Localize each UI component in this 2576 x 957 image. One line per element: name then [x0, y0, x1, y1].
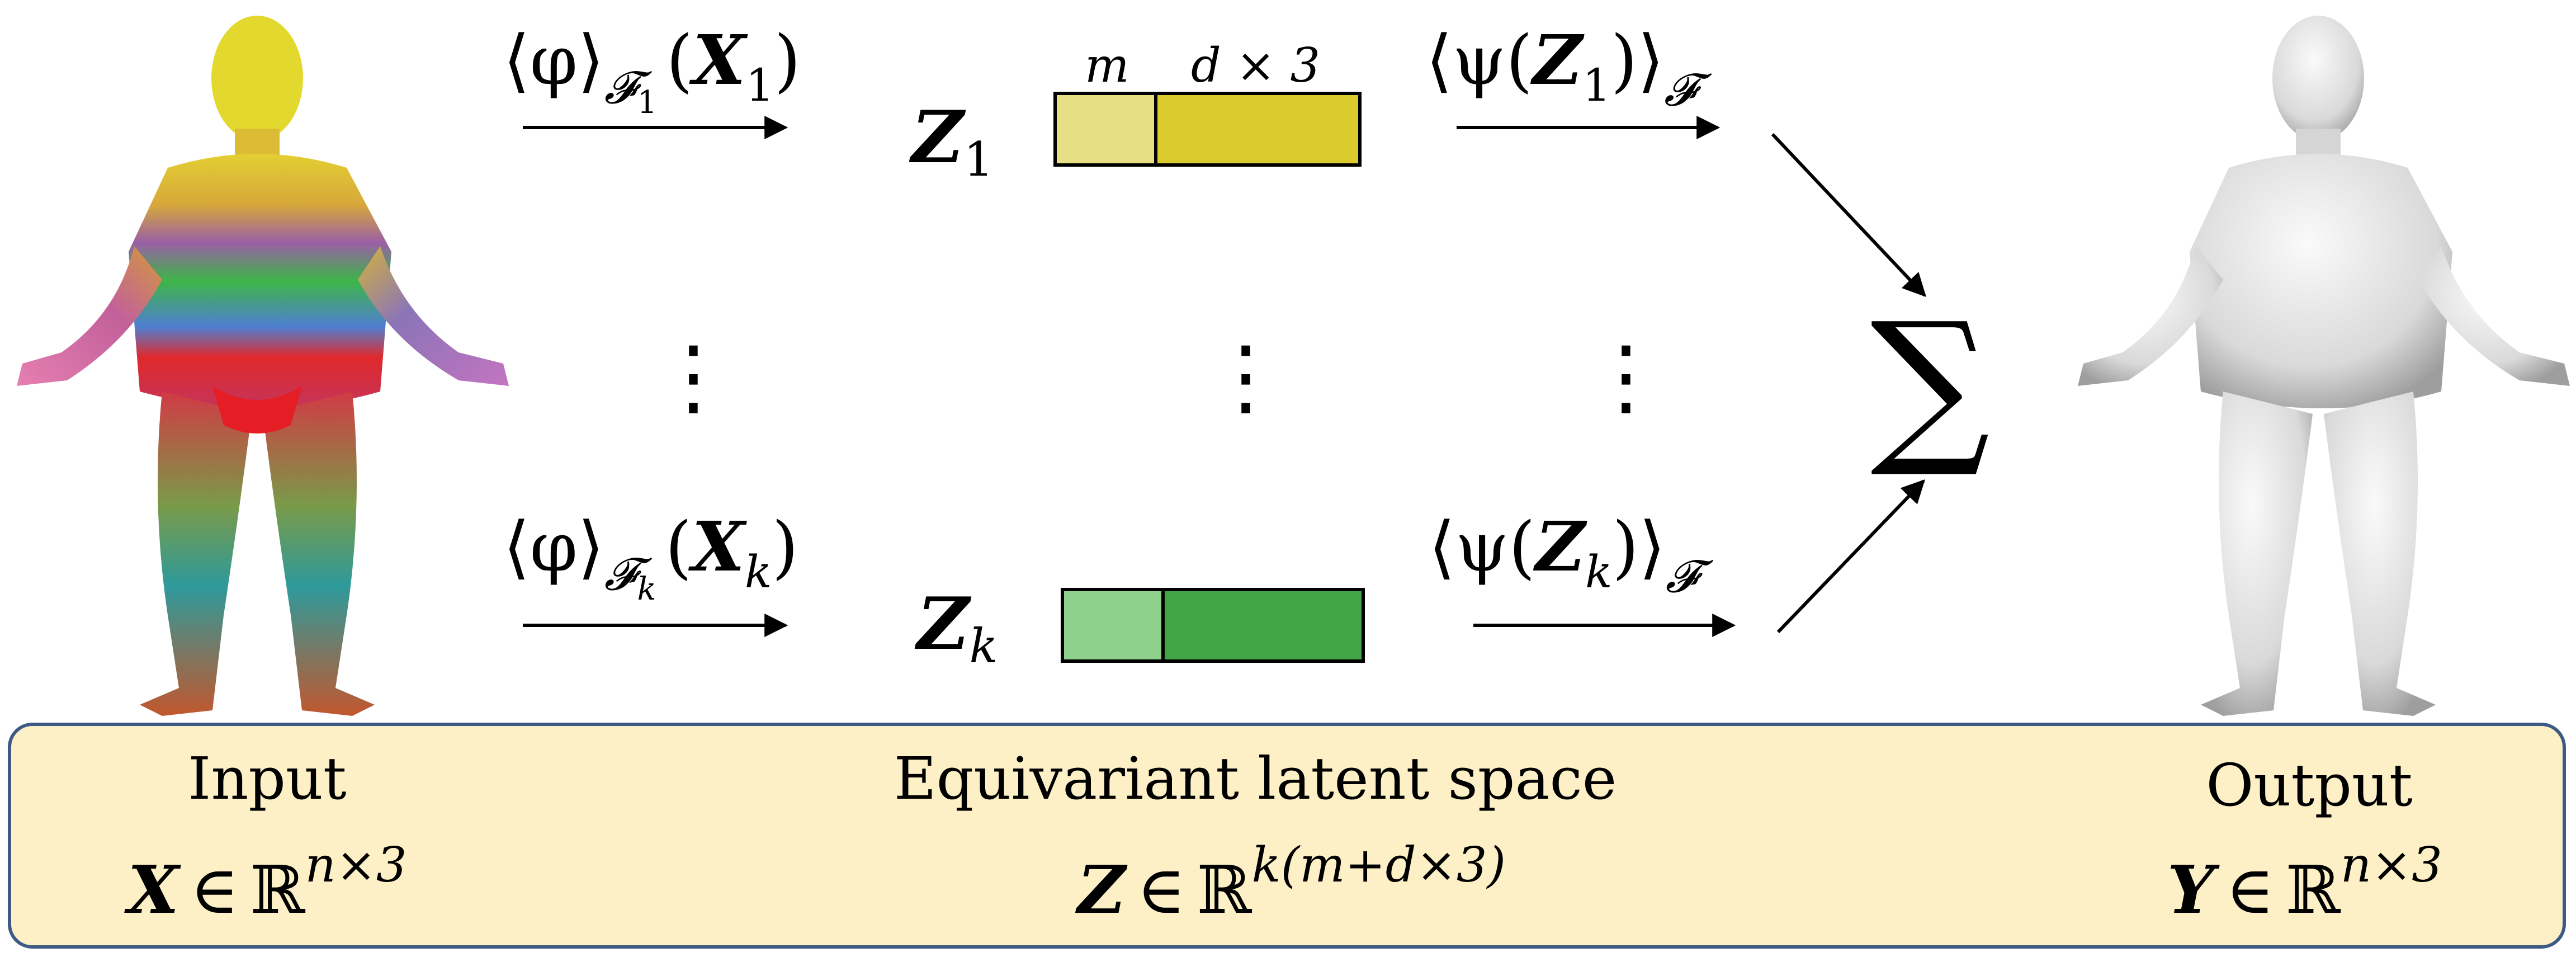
legend-output-math: Y ∈ ℝn×3 [2167, 837, 2442, 928]
sum-arrow-bottom [1776, 479, 1925, 634]
output-grey-mesh [2078, 16, 2570, 716]
latent-block-m-top [1053, 92, 1157, 167]
legend-input-label: Input [188, 744, 346, 813]
sum-symbol: ∑ [1870, 286, 1990, 482]
legend-latent-label: Equivariant latent space [894, 744, 1617, 813]
decoder-label-top: ⟨ψ(Z1)⟩𝓕 [1426, 20, 1712, 116]
decoder-label-bottom: ⟨ψ(Zk)⟩𝓕 [1429, 506, 1714, 602]
ellipsis-decoder: ⋮ [1584, 328, 1668, 426]
legend-panel [8, 723, 2566, 949]
encoder-label-top: ⟨φ⟩𝓕1(X1) [503, 20, 801, 121]
ellipsis-encoder: ⋮ [651, 328, 735, 426]
latent-name-top: Z1 [909, 96, 994, 187]
latent-block-m-bottom [1061, 588, 1165, 663]
latent-label-d: d × 3 [1191, 38, 1320, 93]
encoder-label-bottom: ⟨φ⟩𝓕k(Xk) [503, 506, 798, 607]
legend-latent-math: Z ∈ ℝk(m+d×3) [1075, 837, 1506, 928]
latent-block-d-top [1154, 92, 1362, 167]
latent-block-d-bottom [1161, 588, 1365, 663]
latent-label-m: m [1085, 38, 1129, 93]
ellipsis-latent: ⋮ [1204, 328, 1288, 426]
sum-arrow-top [1771, 133, 1926, 298]
legend-input-math: X ∈ ℝn×3 [124, 837, 407, 928]
latent-name-bottom: Zk [914, 582, 998, 673]
legend-output-label: Output [2206, 751, 2412, 819]
input-colored-mesh [17, 16, 509, 716]
